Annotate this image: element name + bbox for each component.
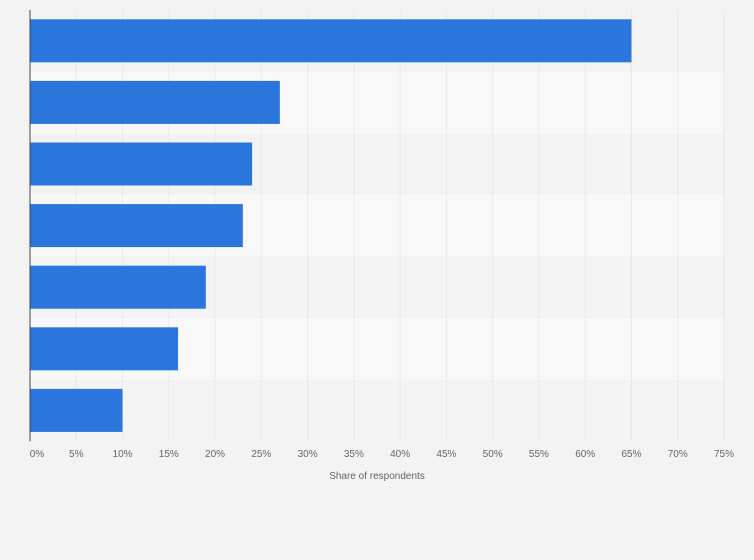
- x-tick-label: 25%: [251, 449, 271, 460]
- bar: [30, 388, 123, 432]
- x-tick-labels: 0% 5% 10% 15% 20% 25% 30% 35% 40% 45% 50% 55% 60% 65%…: [30, 449, 734, 460]
- bar: [30, 80, 280, 124]
- x-tick-label: 50%: [483, 449, 503, 460]
- x-tick-label: 55%: [529, 449, 549, 460]
- x-tick-label: 30%: [298, 449, 318, 460]
- row-band: [30, 379, 724, 442]
- x-tick-label: 45%: [436, 449, 456, 460]
- x-tick-label: 0%: [30, 449, 45, 460]
- x-tick-label: 35%: [344, 449, 364, 460]
- x-tick-label: 40%: [390, 449, 410, 460]
- bar: [30, 327, 179, 371]
- x-tick-label: 15%: [159, 449, 179, 460]
- bar: [30, 19, 632, 63]
- x-tick-label: 20%: [205, 449, 225, 460]
- bar: [30, 265, 206, 309]
- bar: [30, 204, 243, 248]
- bar: [30, 142, 253, 186]
- x-tick-label: 10%: [113, 449, 133, 460]
- x-tick-label: 5%: [69, 449, 84, 460]
- bars: [30, 19, 632, 432]
- x-tick-label: 60%: [575, 449, 595, 460]
- x-tick-label: 65%: [621, 449, 641, 460]
- x-tick-label: 70%: [668, 449, 688, 460]
- x-tick-label: 75%: [714, 449, 734, 460]
- x-axis-title: Share of respondents: [329, 471, 425, 482]
